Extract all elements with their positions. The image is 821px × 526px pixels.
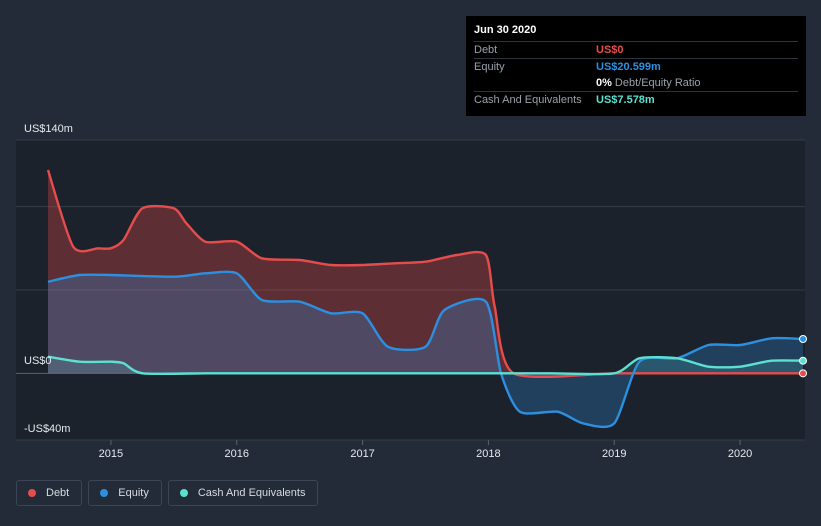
- grid: [16, 139, 805, 441]
- y-axis-label: US$0: [24, 355, 52, 367]
- tooltip-row-debt: Debt US$0: [474, 41, 798, 58]
- series-lines: [46, 169, 804, 429]
- x-axis-ticks: 2015 2016 2017 2018 2019 2020: [99, 440, 752, 460]
- end-markers: [799, 335, 807, 378]
- cash-and-equivalents-line: [47, 355, 804, 376]
- tooltip-sublabel: Debt/Equity Ratio: [614, 77, 701, 89]
- tooltip-date: Jun 30 2020: [474, 24, 537, 36]
- x-tick-label: 2016: [225, 448, 249, 460]
- equity-area: [48, 271, 803, 427]
- legend-label: Cash And Equivalents: [197, 487, 306, 499]
- y-axis-label: US$140m: [24, 123, 73, 135]
- legend-dot-icon: [179, 489, 188, 497]
- cash-and-equivalents-end-marker: [799, 356, 807, 365]
- tooltip-label: Equity: [474, 61, 505, 73]
- x-tick-label: 2017: [350, 448, 374, 460]
- legend-dot-icon: [28, 489, 36, 497]
- debt-end-marker: [799, 369, 807, 378]
- x-tick-label: 2020: [728, 448, 752, 460]
- legend: Debt Equity Cash And Equivalents: [16, 480, 319, 506]
- debt-line: [46, 169, 803, 379]
- x-tick-label: 2015: [99, 448, 123, 460]
- tooltip-value: US$7.578m: [596, 94, 655, 106]
- tooltip-panel: Jun 30 2020 Debt US$0 Equity US$20.599m …: [466, 16, 806, 116]
- legend-dot-icon: [100, 489, 109, 497]
- legend-label: Equity: [118, 487, 149, 499]
- tooltip-row-ratio: 0% Debt/Equity Ratio: [474, 75, 798, 91]
- tooltip-label: Debt: [474, 44, 498, 56]
- legend-item-cash[interactable]: Cash And Equivalents: [167, 480, 319, 506]
- tooltip-value: US$20.599m: [596, 61, 661, 73]
- tooltip-value: 0%: [596, 77, 612, 89]
- y-axis-label: -US$40m: [24, 423, 70, 435]
- equity-end-marker: [799, 335, 807, 344]
- tooltip-value: US$0: [596, 44, 624, 56]
- tooltip-label: Cash And Equivalents: [474, 94, 582, 106]
- x-tick-label: 2019: [602, 448, 626, 460]
- x-tick-label: 2018: [476, 448, 500, 460]
- tooltip-row-cash: Cash And Equivalents US$7.578m: [474, 91, 798, 108]
- debt-area: [48, 170, 803, 377]
- y-axis-labels: US$140m US$0 -US$40m: [24, 123, 73, 435]
- legend-item-debt[interactable]: Debt: [16, 480, 83, 506]
- legend-item-equity[interactable]: Equity: [88, 480, 162, 506]
- tooltip-row-equity: Equity US$20.599m: [474, 58, 798, 75]
- legend-label: Debt: [46, 487, 70, 499]
